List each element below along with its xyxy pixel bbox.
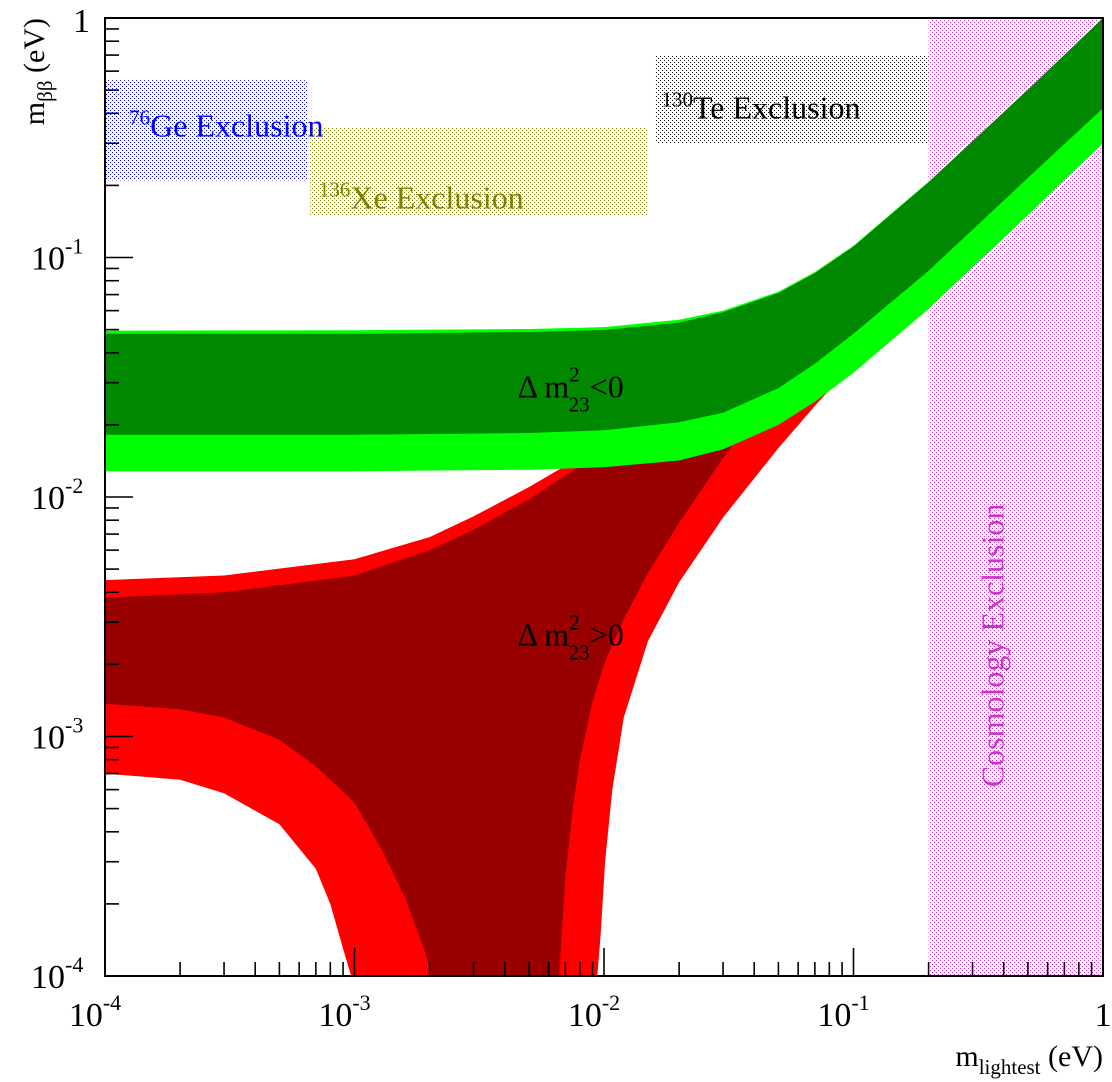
y-tick-base: 10 xyxy=(31,480,65,517)
exclusion-label-0: 76Ge Exclusion xyxy=(129,106,323,144)
y-tick-exponent: -4 xyxy=(65,952,83,977)
y-tick-label: 1 xyxy=(73,3,90,40)
band-label-sub: 23 xyxy=(569,640,590,664)
band-label-post: <0 xyxy=(590,369,624,405)
x-tick-label: 10-1 xyxy=(817,990,869,1034)
band-label-sup: 2 xyxy=(569,610,580,634)
exclusion-label-1: 136Xe Exclusion xyxy=(319,178,524,216)
x-axis-title-main: m xyxy=(955,1040,978,1073)
x-tick-exponent: -1 xyxy=(851,990,869,1015)
x-axis-title: mlightest (eV) xyxy=(955,1040,1103,1079)
x-tick-label: 10-3 xyxy=(318,990,370,1034)
band-inner-1 xyxy=(105,18,1103,435)
x-tick-base: 10 xyxy=(817,997,851,1034)
x-tick-base: 10 xyxy=(69,997,103,1034)
x-tick-exponent: -3 xyxy=(352,990,370,1015)
y-tick-label: 10-4 xyxy=(31,952,83,996)
band-label-1: Δ m2 23<0 xyxy=(517,363,623,417)
y-axis-title-main: m xyxy=(18,102,51,125)
exclusion-label-sup: 136 xyxy=(319,178,351,202)
x-tick-base: 10 xyxy=(568,997,602,1034)
x-tick-label: 10-2 xyxy=(568,990,620,1034)
band-label-sub: 23 xyxy=(569,393,590,417)
exclusion-label-text: Te Exclusion xyxy=(693,90,861,126)
x-axis-title-unit: (eV) xyxy=(1041,1040,1103,1073)
exclusion-label-text: Ge Exclusion xyxy=(150,108,323,144)
y-tick-exponent: -1 xyxy=(65,234,83,259)
band-label-text: Δ m xyxy=(517,616,569,652)
band-label-sup: 2 xyxy=(569,363,580,387)
exclusion-label-sup: 76 xyxy=(129,106,150,130)
band-label-post: >0 xyxy=(590,616,624,652)
y-axis-title: mββ (eV) xyxy=(18,18,57,125)
y-tick-exponent: -2 xyxy=(65,473,83,498)
exclusion-region-1 xyxy=(309,127,648,216)
exclusion-label-sup: 130 xyxy=(661,88,693,112)
x-tick-label: 10-4 xyxy=(69,990,121,1034)
exclusion-label-3: Cosmology Exclusion xyxy=(975,504,1011,788)
x-axis-title-sub: lightest xyxy=(979,1055,1041,1079)
x-tick-exponent: -2 xyxy=(602,990,620,1015)
exclusion-region-2 xyxy=(654,55,929,144)
y-tick-base: 1 xyxy=(73,3,90,40)
y-tick-label: 10-2 xyxy=(31,473,83,517)
y-tick-exponent: -3 xyxy=(65,713,83,738)
exclusion-label-2: 130Te Exclusion xyxy=(661,88,860,126)
y-tick-base: 10 xyxy=(31,959,65,996)
y-tick-label: 10-3 xyxy=(31,713,83,757)
band-label-0: Δ m2 23>0 xyxy=(517,610,623,664)
exclusion-label-text: Xe Exclusion xyxy=(350,180,523,216)
x-tick-base: 1 xyxy=(1095,997,1112,1034)
exclusion-region-0 xyxy=(105,80,308,181)
x-tick-base: 10 xyxy=(318,997,352,1034)
x-tick-exponent: -4 xyxy=(103,990,121,1015)
x-tick-label: 1 xyxy=(1095,997,1112,1034)
y-tick-label: 10-1 xyxy=(31,234,83,278)
band-inner-0 xyxy=(105,412,760,976)
band-label-text: Δ m xyxy=(517,369,569,405)
y-tick-base: 10 xyxy=(31,241,65,278)
y-axis-title-sub: ββ xyxy=(33,80,57,101)
y-axis-title-unit: (eV) xyxy=(18,18,51,80)
y-tick-base: 10 xyxy=(31,720,65,757)
